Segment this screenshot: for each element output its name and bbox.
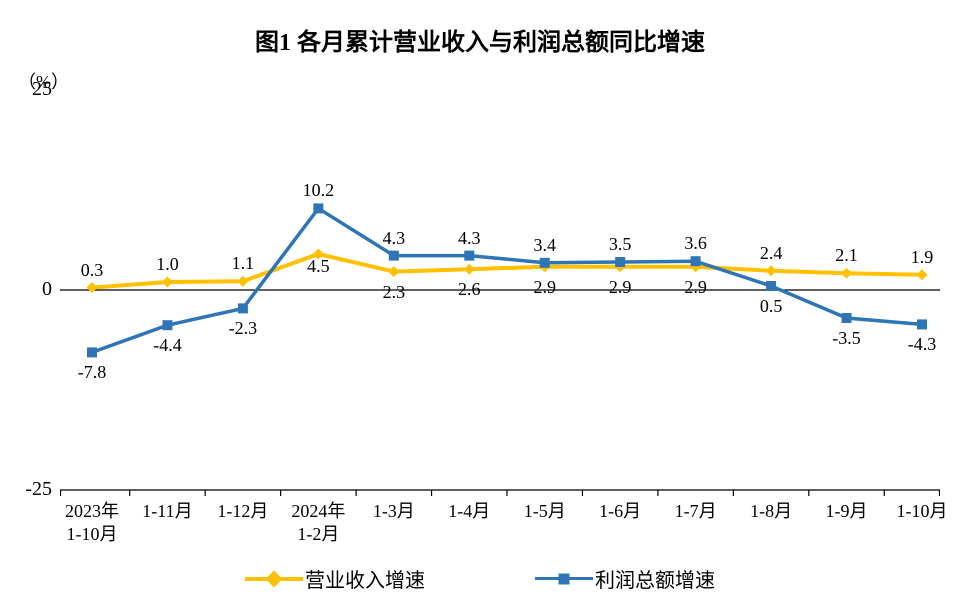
data-label: -7.8 — [78, 362, 107, 383]
chart-container: 图1 各月累计营业收入与利润总额同比增速 （%） -25025 2023年 1-… — [0, 0, 960, 605]
data-label: -4.3 — [908, 334, 937, 355]
data-label: 1.9 — [911, 247, 934, 268]
legend-label-profit: 利润总额增速 — [595, 564, 715, 593]
x-tick-label: 1-3月 — [356, 500, 432, 523]
x-tick-label: 1-10月 — [884, 500, 960, 523]
data-label: 0.5 — [760, 296, 783, 317]
data-label: 2.9 — [684, 277, 707, 298]
data-label: 4.3 — [383, 228, 406, 249]
data-label: 2.9 — [533, 277, 556, 298]
x-tick-label: 1-6月 — [582, 500, 658, 523]
x-tick-label: 1-12月 — [205, 500, 281, 523]
legend-item-revenue: 营业收入增速 — [245, 564, 425, 593]
data-label: 2.3 — [383, 282, 406, 303]
x-tick-label: 1-7月 — [658, 500, 734, 523]
plot-area — [60, 90, 940, 500]
data-label: 3.5 — [609, 234, 632, 255]
data-label: 2.9 — [609, 277, 632, 298]
legend-item-profit: 利润总额增速 — [535, 564, 715, 593]
data-label: 2.4 — [760, 243, 783, 264]
data-label: 3.6 — [684, 233, 707, 254]
data-label: 2.1 — [835, 245, 858, 266]
x-tick-label: 1-11月 — [129, 500, 205, 523]
data-label: 1.0 — [156, 254, 179, 275]
data-label: 3.4 — [533, 235, 556, 256]
x-tick-label: 1-5月 — [507, 500, 583, 523]
legend: 营业收入增速 利润总额增速 — [0, 564, 960, 593]
legend-swatch-revenue — [245, 577, 303, 581]
legend-label-revenue: 营业收入增速 — [305, 564, 425, 593]
x-tick-label: 1-4月 — [431, 500, 507, 523]
data-label: -3.5 — [832, 328, 861, 349]
x-tick-label: 2024年 1-2月 — [280, 500, 356, 545]
x-tick-label: 1-9月 — [809, 500, 885, 523]
legend-swatch-profit — [535, 577, 593, 581]
data-label: 4.3 — [458, 228, 481, 249]
data-label: 4.5 — [307, 256, 330, 277]
x-tick-label: 1-8月 — [733, 500, 809, 523]
y-tick-label: -25 — [12, 478, 52, 501]
data-label: -4.4 — [153, 335, 182, 356]
data-label: 0.3 — [81, 260, 104, 281]
data-label: 1.1 — [232, 253, 255, 274]
y-tick-label: 25 — [12, 78, 52, 101]
y-tick-label: 0 — [12, 278, 52, 301]
x-tick-label: 2023年 1-10月 — [54, 500, 130, 545]
data-label: 10.2 — [303, 180, 335, 201]
data-label: -2.3 — [229, 318, 258, 339]
chart-title: 图1 各月累计营业收入与利润总额同比增速 — [0, 22, 960, 57]
data-label: 2.6 — [458, 279, 481, 300]
